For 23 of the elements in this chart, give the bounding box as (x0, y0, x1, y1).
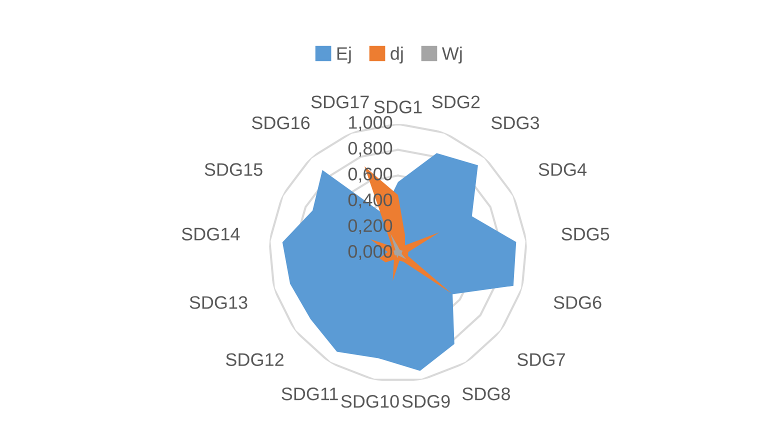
y-tick-label: 0,400 (348, 193, 392, 208)
spoke-label: SDG6 (554, 296, 602, 309)
spoke-label: SDG3 (491, 116, 540, 130)
spoke-label: SDG8 (462, 388, 510, 400)
spoke-label: SDG7 (517, 353, 565, 366)
legend-label: Wj (442, 46, 462, 64)
legend-label: Ej (337, 46, 351, 64)
spoke-label: SDG10 (341, 395, 399, 408)
spoke-label: SDG11 (282, 388, 338, 400)
spoke-label: SDG4 (538, 163, 587, 176)
y-tick-label: 1,000 (349, 116, 392, 131)
legend-label: dj (390, 46, 403, 64)
spoke-label: SDG15 (204, 163, 262, 176)
spoke-label: SDG2 (432, 96, 480, 108)
spoke-label: SDG9 (402, 395, 450, 408)
y-tick-label: 0,800 (348, 142, 392, 157)
spoke-label: SDG13 (190, 296, 248, 309)
spoke-label: SDG1 (374, 100, 422, 114)
spoke-label: SDG5 (562, 228, 610, 240)
spoke-label: SDG17 (311, 96, 369, 108)
spoke-label: SDG16 (252, 116, 310, 130)
spoke-label: SDG14 (182, 228, 240, 240)
spoke-label: SDG12 (226, 353, 284, 366)
